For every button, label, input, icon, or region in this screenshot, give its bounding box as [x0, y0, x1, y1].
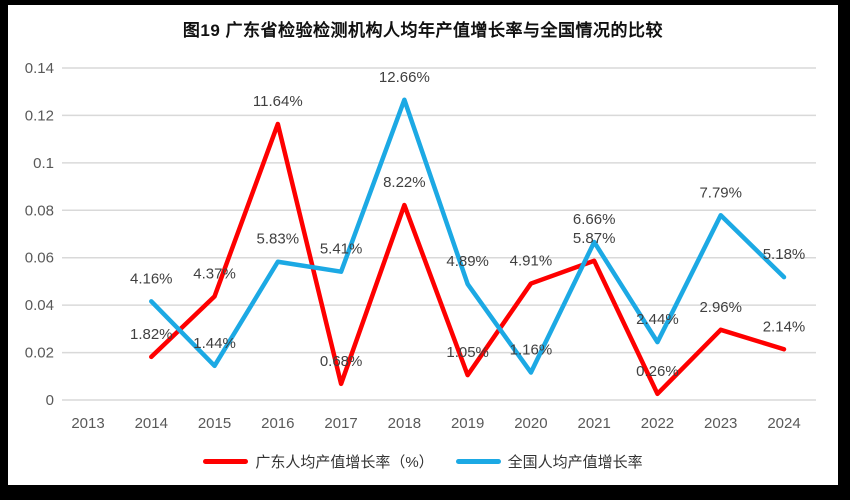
data-label-1: 6.66% — [573, 211, 616, 228]
data-label-1: 1.44% — [193, 335, 236, 352]
chart-area: 图19 广东省检验检测机构人均年产值增长率与全国情况的比较 0 0.02 0.04 0… — [8, 5, 838, 485]
x-axis-label: 2014 — [135, 415, 168, 432]
data-label-1: 2.44% — [636, 311, 679, 328]
y-axis-label: 0.02 — [25, 345, 54, 362]
y-axis-label: 0.04 — [25, 297, 54, 314]
data-label-0: 8.22% — [383, 174, 426, 191]
legend-item-1: 全国人均产值增长率 — [455, 451, 643, 472]
data-label-0: 0.26% — [636, 363, 679, 380]
legend-label: 全国人均产值增长率 — [507, 454, 643, 471]
data-label-1: 4.89% — [446, 253, 489, 270]
x-axis-label: 2017 — [324, 415, 357, 432]
x-axis-label: 2019 — [451, 415, 484, 432]
data-label-1: 5.83% — [257, 231, 300, 248]
data-label-0: 2.96% — [699, 299, 742, 316]
x-axis-label: 2024 — [767, 415, 800, 432]
legend-item-0: 广东人均产值增长率（%） — [203, 451, 434, 472]
data-label-0: 5.87% — [573, 230, 616, 247]
data-label-0: 4.37% — [193, 265, 236, 282]
x-axis-label: 2023 — [704, 415, 737, 432]
x-axis-label: 2016 — [261, 415, 294, 432]
y-axis-label: 0 — [46, 392, 54, 409]
y-axis-label: 0.14 — [25, 60, 54, 77]
chart-title: 图19 广东省检验检测机构人均年产值增长率与全国情况的比较 — [182, 21, 664, 40]
y-axis-label: 0.12 — [25, 107, 54, 124]
data-label-0: 1.05% — [446, 344, 489, 361]
data-label-1: 1.16% — [510, 341, 553, 358]
series-line-1 — [149, 97, 787, 375]
x-axis-label: 2020 — [514, 415, 547, 432]
line-chart: 0 0.02 0.04 0.06 0.08 0.1 0.12 0.14 2013 2014 2015… — [25, 60, 816, 432]
data-label-0: 4.91% — [510, 253, 553, 270]
data-label-1: 5.18% — [763, 246, 806, 263]
x-axis-label: 2013 — [71, 415, 104, 432]
data-label-1: 7.79% — [699, 184, 742, 201]
y-axis-label: 0.08 — [25, 202, 54, 219]
legend-line-swatch — [455, 459, 501, 464]
data-label-1: 4.16% — [130, 270, 173, 287]
x-axis-label: 2018 — [388, 415, 421, 432]
data-label-0: 0.68% — [320, 353, 363, 370]
x-axis-label: 2015 — [198, 415, 231, 432]
data-label-0: 2.14% — [763, 318, 806, 335]
data-label-0: 1.82% — [130, 326, 173, 343]
legend: 广东人均产值增长率（%） 全国人均产值增长率 — [8, 451, 838, 472]
series-line-0 — [149, 121, 787, 397]
legend-line-swatch — [203, 459, 249, 464]
data-label-1: 5.41% — [320, 241, 363, 258]
x-axis-label: 2021 — [577, 415, 610, 432]
y-axis-label: 0.1 — [33, 155, 54, 172]
y-axis-label: 0.06 — [25, 250, 54, 267]
data-label-1: 12.66% — [379, 69, 430, 86]
legend-label: 广东人均产值增长率（%） — [255, 454, 434, 471]
data-label-0: 11.64% — [253, 93, 303, 110]
x-axis-label: 2022 — [641, 415, 674, 432]
